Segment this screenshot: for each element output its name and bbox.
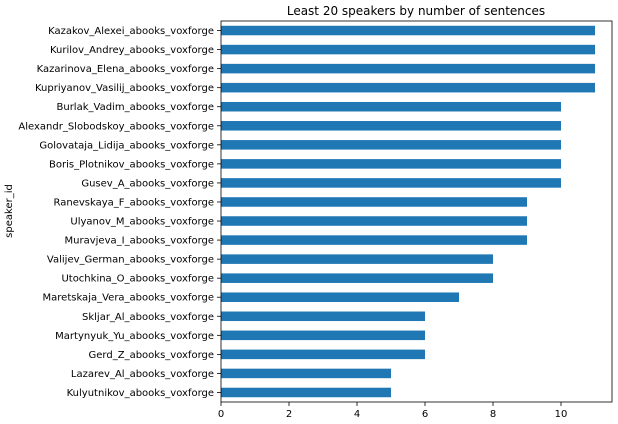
- bar: [221, 159, 561, 169]
- y-tick-label: Muravjeva_I_abooks_voxforge: [65, 236, 214, 247]
- bar: [221, 368, 391, 379]
- y-tick-label: Ranevskaya_F_abooks_voxforge: [54, 197, 214, 208]
- y-tick-label: Kazarinova_Elena_abooks_voxforge: [37, 64, 214, 75]
- bar: [221, 292, 459, 302]
- x-tick-label: 0: [218, 409, 224, 420]
- y-tick-label: Alexandr_Slobodskoy_abooks_voxforge: [18, 121, 214, 132]
- y-tick-label: Utochkina_O_abooks_voxforge: [61, 274, 214, 285]
- bar: [221, 44, 595, 55]
- x-tick-label: 8: [490, 409, 496, 420]
- y-tick-label: Kurilov_Andrey_abooks_voxforge: [50, 45, 214, 56]
- bar: [221, 349, 425, 360]
- y-tick-label: Gerd_Z_abooks_voxforge: [89, 350, 214, 361]
- chart-title: Least 20 speakers by number of sentences: [287, 4, 545, 18]
- y-tick-label: Golovataja_Lidija_abooks_voxforge: [39, 140, 214, 151]
- y-tick-label: Burlak_Vadim_abooks_voxforge: [57, 102, 215, 113]
- plot-frame: [220, 20, 613, 403]
- bar: [221, 387, 391, 398]
- bar: [221, 254, 493, 264]
- y-axis-label: speaker_id: [4, 184, 15, 238]
- bar: [221, 121, 561, 131]
- bar: [221, 178, 561, 188]
- y-tick-label: Ulyanov_M_abooks_voxforge: [70, 217, 214, 228]
- bar: [221, 82, 595, 93]
- y-tick-label: Maretskaja_Vera_abooks_voxforge: [43, 293, 214, 304]
- y-tick-label: Martynyuk_Yu_abooks_voxforge: [55, 331, 214, 342]
- x-tick-label: 10: [555, 409, 568, 420]
- bar: [221, 101, 561, 112]
- bar: [221, 25, 595, 36]
- y-tick-label: Kazakov_Alexei_abooks_voxforge: [48, 26, 214, 37]
- y-tick-label: Skljar_Al_abooks_voxforge: [82, 312, 214, 323]
- bar: [221, 197, 527, 207]
- bar: [221, 311, 425, 322]
- bar: [221, 330, 425, 341]
- bar: [221, 63, 595, 74]
- x-tick-label: 2: [286, 409, 292, 420]
- bar: [221, 235, 527, 245]
- x-tick-label: 4: [354, 409, 360, 420]
- plot-area: Kazakov_Alexei_abooks_voxforge Kurilov_An…: [18, 20, 613, 420]
- y-tick-label: Boris_Plotnikov_abooks_voxforge: [49, 159, 214, 170]
- y-tick-label: Kulyutnikov_abooks_voxforge: [67, 388, 214, 399]
- y-tick-label: Valijev_German_abooks_voxforge: [47, 255, 214, 266]
- x-tick-label: 6: [422, 409, 428, 420]
- y-tick-label: Kupriyanov_Vasilij_abooks_voxforge: [35, 83, 214, 94]
- bar: [221, 216, 527, 226]
- y-tick-label: Gusev_A_abooks_voxforge: [81, 178, 214, 189]
- bar: [221, 273, 493, 283]
- y-tick-label: Lazarev_Al_abooks_voxforge: [71, 369, 214, 380]
- bar: [221, 140, 561, 150]
